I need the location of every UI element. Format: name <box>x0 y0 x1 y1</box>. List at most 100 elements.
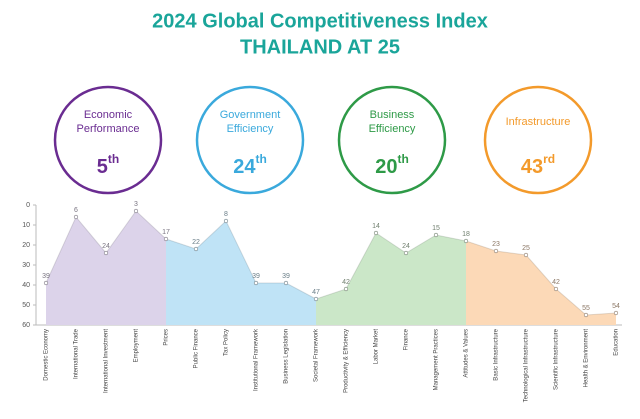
x-tick-label: Management Practices <box>434 329 440 390</box>
pillar-rank-group: 5th <box>97 152 119 178</box>
x-tick-label: Domestic Economy <box>44 329 50 381</box>
x-tick-label: Technological Infrastructure <box>524 328 530 402</box>
line <box>465 240 617 316</box>
pillar-rank: 20 <box>375 156 397 178</box>
y-tick-label: 0 <box>26 202 30 209</box>
pillar-rank: 43 <box>521 156 543 178</box>
data-label: 8 <box>224 211 228 218</box>
x-tick-label: Prices <box>164 329 170 346</box>
area <box>46 211 166 325</box>
point <box>373 230 379 236</box>
point <box>583 312 589 318</box>
pillar-rank-group: 24th <box>233 152 267 178</box>
y-tick-label: 50 <box>22 302 30 309</box>
pillar-rank: 24 <box>233 156 256 178</box>
x-tick-label: Finance <box>404 328 410 350</box>
data-label: 39 <box>252 273 260 280</box>
point <box>433 232 439 238</box>
point <box>523 252 529 258</box>
x-tick-label: Scientific Infrastructure <box>554 328 560 390</box>
area <box>316 233 466 325</box>
x-tick-label: Institutional Framework <box>254 328 260 391</box>
data-label: 55 <box>582 305 590 312</box>
x-tick-label: Employment <box>134 329 140 363</box>
x-tick-label: International Investment <box>104 329 110 393</box>
data-label: 42 <box>342 279 350 286</box>
title: 2024 Global Competitiveness Index <box>152 10 488 32</box>
point <box>103 250 109 256</box>
point <box>283 280 289 286</box>
data-label: 39 <box>42 273 50 280</box>
pillar-circle <box>53 85 163 195</box>
data-label: 14 <box>372 223 380 230</box>
x-tick-label: Basic Infrastructure <box>494 328 500 380</box>
point <box>73 214 79 220</box>
data-label: 18 <box>462 231 470 238</box>
y-tick-label: 60 <box>22 322 30 329</box>
x-tick-label: Public Finance <box>194 328 200 368</box>
point <box>313 296 319 302</box>
pillar-circle <box>483 85 593 195</box>
pillar-rank-group: 20th <box>375 152 409 178</box>
point <box>193 246 199 252</box>
data-label: 23 <box>492 241 500 248</box>
pillar-name: Performance <box>77 123 140 135</box>
area <box>466 241 616 325</box>
y-tick-label: 20 <box>22 242 30 249</box>
x-tick-label: Tax Policy <box>224 329 230 356</box>
data-label: 24 <box>402 243 410 250</box>
pillar-rank-suffix: rd <box>543 152 555 166</box>
line <box>315 232 467 300</box>
data-label: 3 <box>134 201 138 208</box>
data-label: 25 <box>522 245 530 252</box>
x-tick-label: Health & Environment <box>584 329 590 388</box>
x-tick-label: Business Legislation <box>284 329 290 384</box>
line <box>165 220 317 300</box>
data-label: 24 <box>102 243 110 250</box>
data-label: 47 <box>312 289 320 296</box>
pillar-name: Efficiency <box>227 123 274 135</box>
point <box>463 238 469 244</box>
data-label: 39 <box>282 273 290 280</box>
area <box>166 221 316 325</box>
x-tick-label: International Trade <box>74 328 80 379</box>
point <box>223 218 229 224</box>
point <box>253 280 259 286</box>
pillar-rank-group: 43rd <box>521 152 555 178</box>
subtitle: THAILAND AT 25 <box>240 36 400 58</box>
data-label: 17 <box>162 229 170 236</box>
point <box>133 208 139 214</box>
pillar-circle <box>337 85 447 195</box>
x-tick-label: Societal Framework <box>314 328 320 382</box>
data-label: 54 <box>612 303 620 310</box>
pillar-name: Government <box>220 109 281 121</box>
point <box>343 286 349 292</box>
data-label: 6 <box>74 207 78 214</box>
pillar-name: Infrastructure <box>506 116 571 128</box>
pillar-name: Business <box>370 109 415 121</box>
pillar-rank-suffix: th <box>255 152 266 166</box>
y-tick-label: 40 <box>22 282 30 289</box>
x-tick-label: Attitudes & Values <box>464 329 470 378</box>
x-tick-label: Education <box>614 329 620 356</box>
pillar-rank: 5 <box>97 156 108 178</box>
y-tick-label: 10 <box>22 222 30 229</box>
point <box>403 250 409 256</box>
y-tick-label: 30 <box>22 262 30 269</box>
point <box>163 236 169 242</box>
pillar-rank-suffix: th <box>397 152 408 166</box>
data-label: 42 <box>552 279 560 286</box>
point <box>613 310 619 316</box>
point <box>553 286 559 292</box>
point <box>43 280 49 286</box>
point <box>493 248 499 254</box>
data-label: 22 <box>192 239 200 246</box>
pillar-circle <box>195 85 305 195</box>
pillar-name: Economic <box>84 109 133 121</box>
x-tick-label: Labor Market <box>374 329 380 365</box>
pillar-rank-suffix: th <box>108 152 119 166</box>
data-label: 15 <box>432 225 440 232</box>
x-tick-label: Productivity & Efficiency <box>344 329 350 393</box>
pillar-name: Efficiency <box>369 123 416 135</box>
